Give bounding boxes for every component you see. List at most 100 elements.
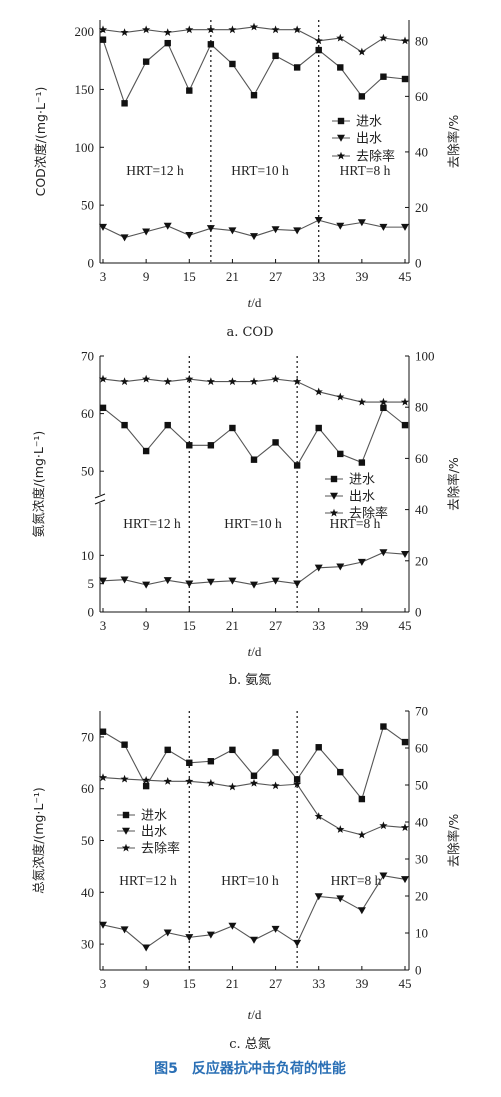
data-point <box>206 931 215 939</box>
data-point <box>163 929 172 937</box>
data-point <box>271 577 280 585</box>
data-point <box>98 25 108 34</box>
data-point <box>314 387 323 396</box>
legend-label: 出水 <box>141 825 167 840</box>
data-point <box>120 377 129 386</box>
data-point <box>379 549 388 557</box>
data-point <box>357 830 366 839</box>
data-point <box>250 581 258 589</box>
data-point <box>400 397 410 406</box>
x-tick-label: 45 <box>399 269 412 284</box>
y-axis-label: COD浓度/(mg·L⁻¹) <box>33 87 48 197</box>
x-axis-label: t/d <box>248 644 262 659</box>
y-tick-label: 5 <box>88 576 95 591</box>
y-axis-label: 总氮浓度/(mg·L⁻¹) <box>31 787 46 894</box>
data-point <box>250 936 258 944</box>
data-point <box>271 25 280 34</box>
data-point <box>120 774 129 783</box>
data-point <box>163 222 172 230</box>
data-point <box>336 895 345 903</box>
y2-axis-label: 去除率/% <box>446 115 461 169</box>
legend-marker <box>336 151 346 160</box>
data-point <box>163 577 172 585</box>
legend-label: 去除率 <box>349 506 388 522</box>
x-tick-label: 27 <box>269 976 283 991</box>
legend-marker <box>122 827 130 835</box>
legend-marker <box>337 117 345 125</box>
y2-tick-label: 0 <box>415 256 422 271</box>
data-point <box>400 36 410 45</box>
data-point <box>207 442 215 449</box>
data-point <box>142 782 150 790</box>
data-point <box>401 551 409 558</box>
data-point <box>337 450 344 458</box>
y2-tick-label: 50 <box>415 778 428 793</box>
data-point <box>229 60 236 68</box>
x-tick-label: 9 <box>143 976 150 991</box>
data-point <box>249 377 259 386</box>
data-point <box>293 64 301 71</box>
series-square <box>99 36 409 107</box>
phase-label: HRT=10 h <box>231 163 289 178</box>
data-point <box>379 33 388 42</box>
data-point <box>142 228 151 236</box>
data-point <box>206 377 215 386</box>
data-point <box>249 778 259 787</box>
series-line <box>102 551 406 586</box>
x-tick-label: 33 <box>312 618 325 633</box>
data-point <box>315 46 322 54</box>
figure-title: 图5 反应器抗冲击负荷的性能 <box>154 1060 346 1077</box>
y2-tick-label: 0 <box>415 605 422 620</box>
data-point <box>358 93 366 100</box>
data-point <box>336 33 345 42</box>
data-point <box>357 397 366 406</box>
y-tick-label: 40 <box>81 885 94 900</box>
data-point <box>314 216 323 224</box>
x-tick-label: 39 <box>355 269 368 284</box>
data-point <box>401 876 409 884</box>
data-point <box>185 934 194 942</box>
data-point <box>293 462 301 469</box>
series-star <box>98 22 410 56</box>
x-tick-label: 9 <box>143 618 150 633</box>
y-tick-label: 60 <box>81 781 94 796</box>
data-point <box>228 377 237 386</box>
data-point <box>120 234 129 242</box>
y-tick-label: 10 <box>81 548 94 563</box>
panel-caption: a. COD <box>226 325 273 340</box>
data-point <box>142 58 150 65</box>
data-point <box>250 772 258 779</box>
data-point <box>379 223 388 231</box>
x-tick-label: 15 <box>183 976 196 991</box>
data-point <box>99 728 107 735</box>
data-point <box>185 232 194 240</box>
data-point <box>337 768 344 776</box>
panel-caption: c. 总氮 <box>229 1037 271 1052</box>
y-axis-label: 氨氮浓度/(mg·L⁻¹) <box>31 431 46 538</box>
x-tick-label: 27 <box>269 618 283 633</box>
data-point <box>206 778 215 787</box>
legend-marker <box>329 508 339 517</box>
data-point <box>98 773 108 782</box>
x-tick-label: 33 <box>312 976 325 991</box>
data-point <box>121 100 128 107</box>
legend-label: 进水 <box>356 115 382 130</box>
data-point <box>186 759 193 766</box>
legend-label: 进水 <box>349 473 375 488</box>
data-point <box>99 577 107 585</box>
data-point <box>163 28 172 36</box>
data-point <box>358 795 366 803</box>
data-point <box>186 442 193 449</box>
data-point <box>357 907 366 915</box>
y-tick-label: 100 <box>75 140 95 155</box>
y2-tick-label: 10 <box>415 926 428 941</box>
data-point <box>336 392 345 401</box>
chart-panel-b: 3 9 15 21 27 33 39 450510506070020406080100HRT=… <box>31 349 461 689</box>
legend-label: 去除率 <box>356 149 395 165</box>
phase-label: HRT=10 h <box>221 873 279 888</box>
data-point <box>272 749 279 756</box>
chart-panel-a: 3 9 15 21 27 33 39 45050100150200020406080HRT=1… <box>33 20 461 340</box>
